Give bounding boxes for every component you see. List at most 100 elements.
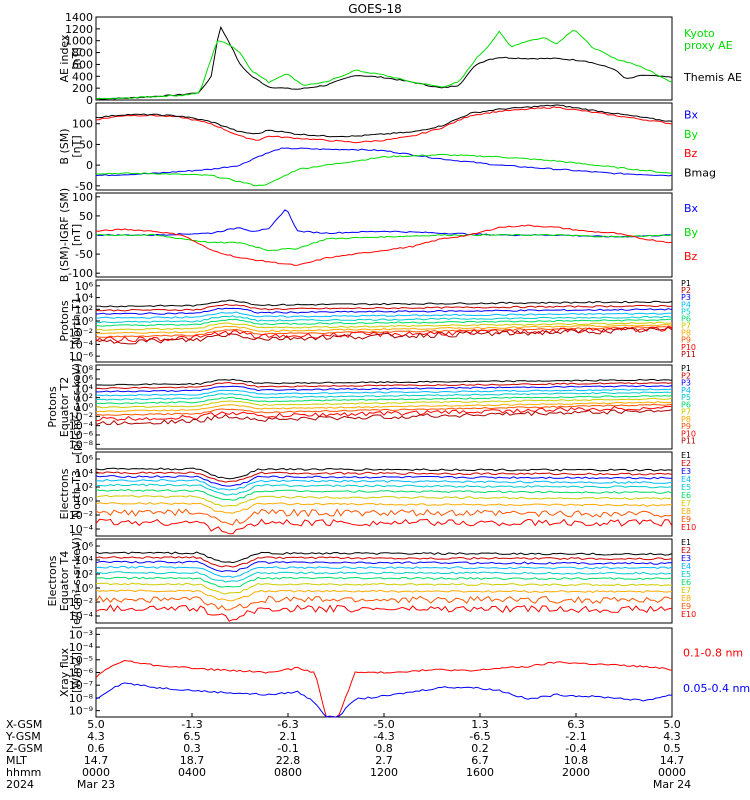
channel-label: E4 — [681, 475, 691, 484]
channel-line — [95, 388, 673, 397]
footer-value: 0.2 — [471, 742, 489, 755]
channel-label: P9 — [681, 422, 691, 431]
legend-entry: Bx — [684, 108, 699, 121]
channel-line — [95, 595, 673, 611]
footer-value: 0000 — [82, 766, 110, 779]
channel-line — [95, 318, 673, 327]
footer-value: 1600 — [466, 766, 494, 779]
footer-value: 0.3 — [183, 742, 201, 755]
footer-row-label: 2024 — [6, 778, 34, 791]
channel-line — [95, 303, 673, 312]
series-line — [95, 659, 673, 718]
channel-line — [96, 391, 673, 401]
channel-line — [95, 556, 673, 568]
y-tick-label: 10⁰ — [75, 315, 94, 328]
footer-value: 0.6 — [87, 742, 105, 755]
y-tick-label: 10² — [75, 481, 93, 494]
footer-value: 6.5 — [183, 730, 201, 743]
footer-value: 5.0 — [663, 718, 681, 731]
y-axis-label: Protons — [46, 386, 59, 427]
y-tick-label: 1000 — [65, 35, 93, 48]
channel-line — [95, 518, 673, 535]
channel-line — [95, 394, 673, 405]
panel-frame — [95, 451, 673, 537]
channel-label: P10 — [681, 343, 696, 352]
channel-line — [95, 501, 673, 514]
channel-line — [95, 478, 673, 491]
channel-label: E8 — [681, 594, 691, 603]
y-axis-label: [e/(cm²-s-sr-keV)] — [70, 533, 83, 629]
channel-line — [95, 576, 673, 588]
channel-line — [95, 604, 673, 622]
y-tick-label: 10⁻² — [69, 327, 93, 340]
legend-entry: Bz — [684, 250, 698, 263]
channel-line — [95, 315, 673, 324]
y-tick-label: 10⁻⁶ — [69, 667, 94, 680]
y-tick-label: 50 — [79, 210, 93, 223]
y-tick-label: 10⁶ — [75, 280, 94, 293]
footer-value: 0400 — [178, 766, 206, 779]
y-axis-label: North T1 — [70, 297, 83, 345]
figure-title: GOES-18 — [348, 2, 402, 16]
y-tick-label: 10⁻⁴ — [69, 641, 94, 654]
footer-value: 14.7 — [84, 754, 109, 767]
footer-value: 2.7 — [375, 754, 393, 767]
y-tick-label: 10⁻⁹ — [69, 705, 93, 718]
channel-label: E4 — [681, 562, 691, 571]
channel-label: E10 — [681, 610, 696, 619]
y-tick-label: 10² — [75, 392, 93, 405]
y-tick-label: 1200 — [65, 23, 93, 36]
footer-value: 5.0 — [87, 718, 105, 731]
y-tick-label: 200 — [72, 82, 93, 95]
legend-entry: Kyoto — [684, 27, 715, 40]
channel-line — [95, 401, 673, 413]
panel-frame — [95, 627, 673, 718]
y-tick-label: 10⁻³ — [69, 628, 93, 641]
channel-label: P1 — [681, 364, 691, 373]
channel-label: P3 — [681, 379, 691, 388]
footer-value: 0.5 — [663, 742, 681, 755]
channel-label: E5 — [681, 483, 691, 492]
y-axis-label: [W/m2] — [70, 652, 83, 693]
channel-label: P8 — [681, 415, 691, 424]
channel-line — [95, 325, 673, 343]
channel-line — [95, 551, 673, 564]
footer-value: -0.4 — [565, 742, 586, 755]
channel-label: P4 — [681, 386, 691, 395]
y-tick-label: -50 — [75, 248, 93, 261]
channel-line — [95, 326, 673, 345]
footer-row-label: Y-GSM — [5, 730, 41, 743]
y-axis-label: [p/(cm²-s-sr-keV)] — [70, 359, 83, 456]
channel-label: E9 — [681, 515, 691, 524]
channel-label: E6 — [681, 578, 691, 587]
channel-line — [95, 589, 673, 602]
y-tick-label: 10⁰ — [75, 582, 94, 595]
footer-value: 4.3 — [87, 730, 105, 743]
footer-value: 22.8 — [276, 754, 301, 767]
channel-line — [95, 483, 673, 496]
footer-value: 2.1 — [279, 730, 297, 743]
channel-label: E7 — [681, 499, 691, 508]
channel-line — [95, 565, 673, 578]
legend-entry: Themis AE — [683, 71, 742, 84]
y-tick-label: 10⁻⁵ — [69, 654, 93, 667]
legend-entry: 0.1-0.8 nm — [683, 646, 743, 659]
y-axis-label: Electrons — [46, 555, 59, 606]
channel-line — [95, 475, 672, 487]
y-tick-label: 10⁻² — [69, 509, 93, 522]
series-line — [95, 682, 673, 718]
y-tick-label: 10⁶ — [75, 373, 94, 386]
channel-label: P8 — [681, 329, 691, 338]
y-tick-label: 10⁻⁶ — [69, 429, 94, 442]
y-tick-label: -100 — [68, 267, 93, 280]
y-axis-label: B (SM) — [58, 128, 71, 164]
legend-entry: Bx — [684, 202, 699, 215]
y-tick-label: 400 — [72, 70, 93, 83]
channel-label: P5 — [681, 393, 691, 402]
channel-line — [95, 488, 673, 501]
channel-label: P4 — [681, 300, 691, 309]
panel-frame — [95, 102, 673, 191]
